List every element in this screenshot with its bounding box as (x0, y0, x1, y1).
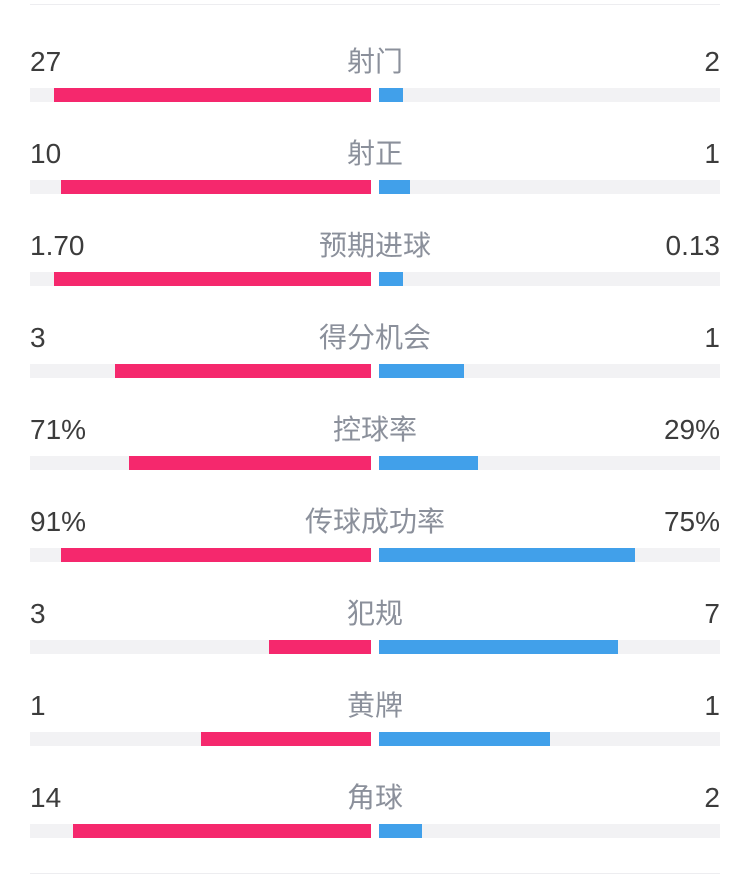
home-bar-track (30, 732, 371, 746)
stat-bar (30, 548, 720, 562)
home-value: 10 (30, 138, 62, 169)
stat-header: 91% 传球成功率 75% (30, 505, 720, 538)
stat-label: 传球成功率 (304, 506, 445, 537)
away-bar-track (379, 88, 720, 102)
home-value: 71% (30, 414, 87, 445)
away-value: 1 (704, 322, 720, 353)
home-bar-fill (60, 548, 371, 562)
home-bar-track (30, 180, 371, 194)
away-bar-fill (379, 640, 618, 654)
away-bar-track (379, 640, 720, 654)
away-bar-fill (379, 548, 635, 562)
home-value: 3 (30, 322, 46, 353)
away-bar-fill (379, 456, 478, 470)
stat-label: 犯规 (346, 598, 403, 629)
stat-row: 27 射门 2 (30, 45, 720, 137)
home-bar-fill (128, 456, 371, 470)
stat-header: 3 得分机会 1 (30, 321, 720, 354)
away-bar-fill (379, 364, 465, 378)
stat-label: 预期进球 (318, 230, 431, 261)
home-bar-fill (54, 272, 371, 286)
stat-header: 3 犯规 7 (30, 597, 720, 630)
home-bar-fill (61, 180, 371, 194)
stat-label: 射正 (346, 138, 403, 169)
home-bar-fill (268, 640, 371, 654)
away-bar-track (379, 364, 720, 378)
stat-bar (30, 364, 720, 378)
stat-header: 14 角球 2 (30, 781, 720, 814)
stat-row: 3 犯规 7 (30, 597, 720, 689)
stat-row: 1.70 预期进球 0.13 (30, 229, 720, 321)
stat-header: 27 射门 2 (30, 45, 720, 78)
stat-label: 射门 (346, 46, 403, 77)
stat-label: 得分机会 (318, 322, 431, 353)
away-value: 2 (704, 46, 720, 77)
home-bar-fill (72, 824, 371, 838)
home-bar-track (30, 272, 371, 286)
away-bar-fill (379, 180, 411, 194)
away-value: 7 (704, 598, 720, 629)
home-bar-track (30, 548, 371, 562)
home-value: 1.70 (30, 230, 85, 261)
away-value: 75% (663, 506, 720, 537)
stat-bar (30, 88, 720, 102)
stat-label: 角球 (346, 782, 403, 813)
away-bar-track (379, 456, 720, 470)
home-bar-track (30, 824, 371, 838)
stat-row: 10 射正 1 (30, 137, 720, 229)
away-bar-track (379, 272, 720, 286)
away-bar-fill (379, 824, 422, 838)
home-bar-track (30, 88, 371, 102)
away-bar-track (379, 548, 720, 562)
away-bar-track (379, 732, 720, 746)
home-value: 91% (30, 506, 87, 537)
stat-row: 1 黄牌 1 (30, 689, 720, 781)
home-value: 27 (30, 46, 62, 77)
stat-row: 3 得分机会 1 (30, 321, 720, 413)
stat-row: 91% 传球成功率 75% (30, 505, 720, 597)
away-value: 1 (704, 138, 720, 169)
home-value: 14 (30, 782, 62, 813)
away-value: 29% (663, 414, 720, 445)
home-bar-track (30, 456, 371, 470)
top-divider (30, 4, 720, 5)
home-bar-fill (200, 732, 371, 746)
stat-label: 黄牌 (346, 690, 403, 721)
home-bar-fill (53, 88, 371, 102)
stat-bar (30, 456, 720, 470)
stat-bar (30, 824, 720, 838)
stat-header: 1.70 预期进球 0.13 (30, 229, 720, 262)
stat-row: 71% 控球率 29% (30, 413, 720, 505)
home-value: 3 (30, 598, 46, 629)
away-value: 1 (704, 690, 720, 721)
away-bar-fill (379, 732, 550, 746)
away-bar-fill (379, 272, 404, 286)
home-value: 1 (30, 690, 46, 721)
away-bar-track (379, 824, 720, 838)
away-value: 2 (704, 782, 720, 813)
home-bar-track (30, 640, 371, 654)
home-bar-track (30, 364, 371, 378)
away-value: 0.13 (665, 230, 721, 261)
stat-row: 14 角球 2 (30, 781, 720, 873)
away-bar-track (379, 180, 720, 194)
stats-list: 27 射门 2 10 射正 1 1. (0, 5, 750, 873)
stat-header: 71% 控球率 29% (30, 413, 720, 446)
home-bar-fill (115, 364, 371, 378)
bottom-divider (30, 873, 720, 874)
away-bar-fill (379, 88, 403, 102)
stat-header: 10 射正 1 (30, 137, 720, 170)
stat-label: 控球率 (332, 414, 417, 445)
stat-bar (30, 732, 720, 746)
stat-bar (30, 180, 720, 194)
match-stats-panel: 27 射门 2 10 射正 1 1. (0, 4, 750, 883)
stat-bar (30, 272, 720, 286)
stat-header: 1 黄牌 1 (30, 689, 720, 722)
stat-bar (30, 640, 720, 654)
